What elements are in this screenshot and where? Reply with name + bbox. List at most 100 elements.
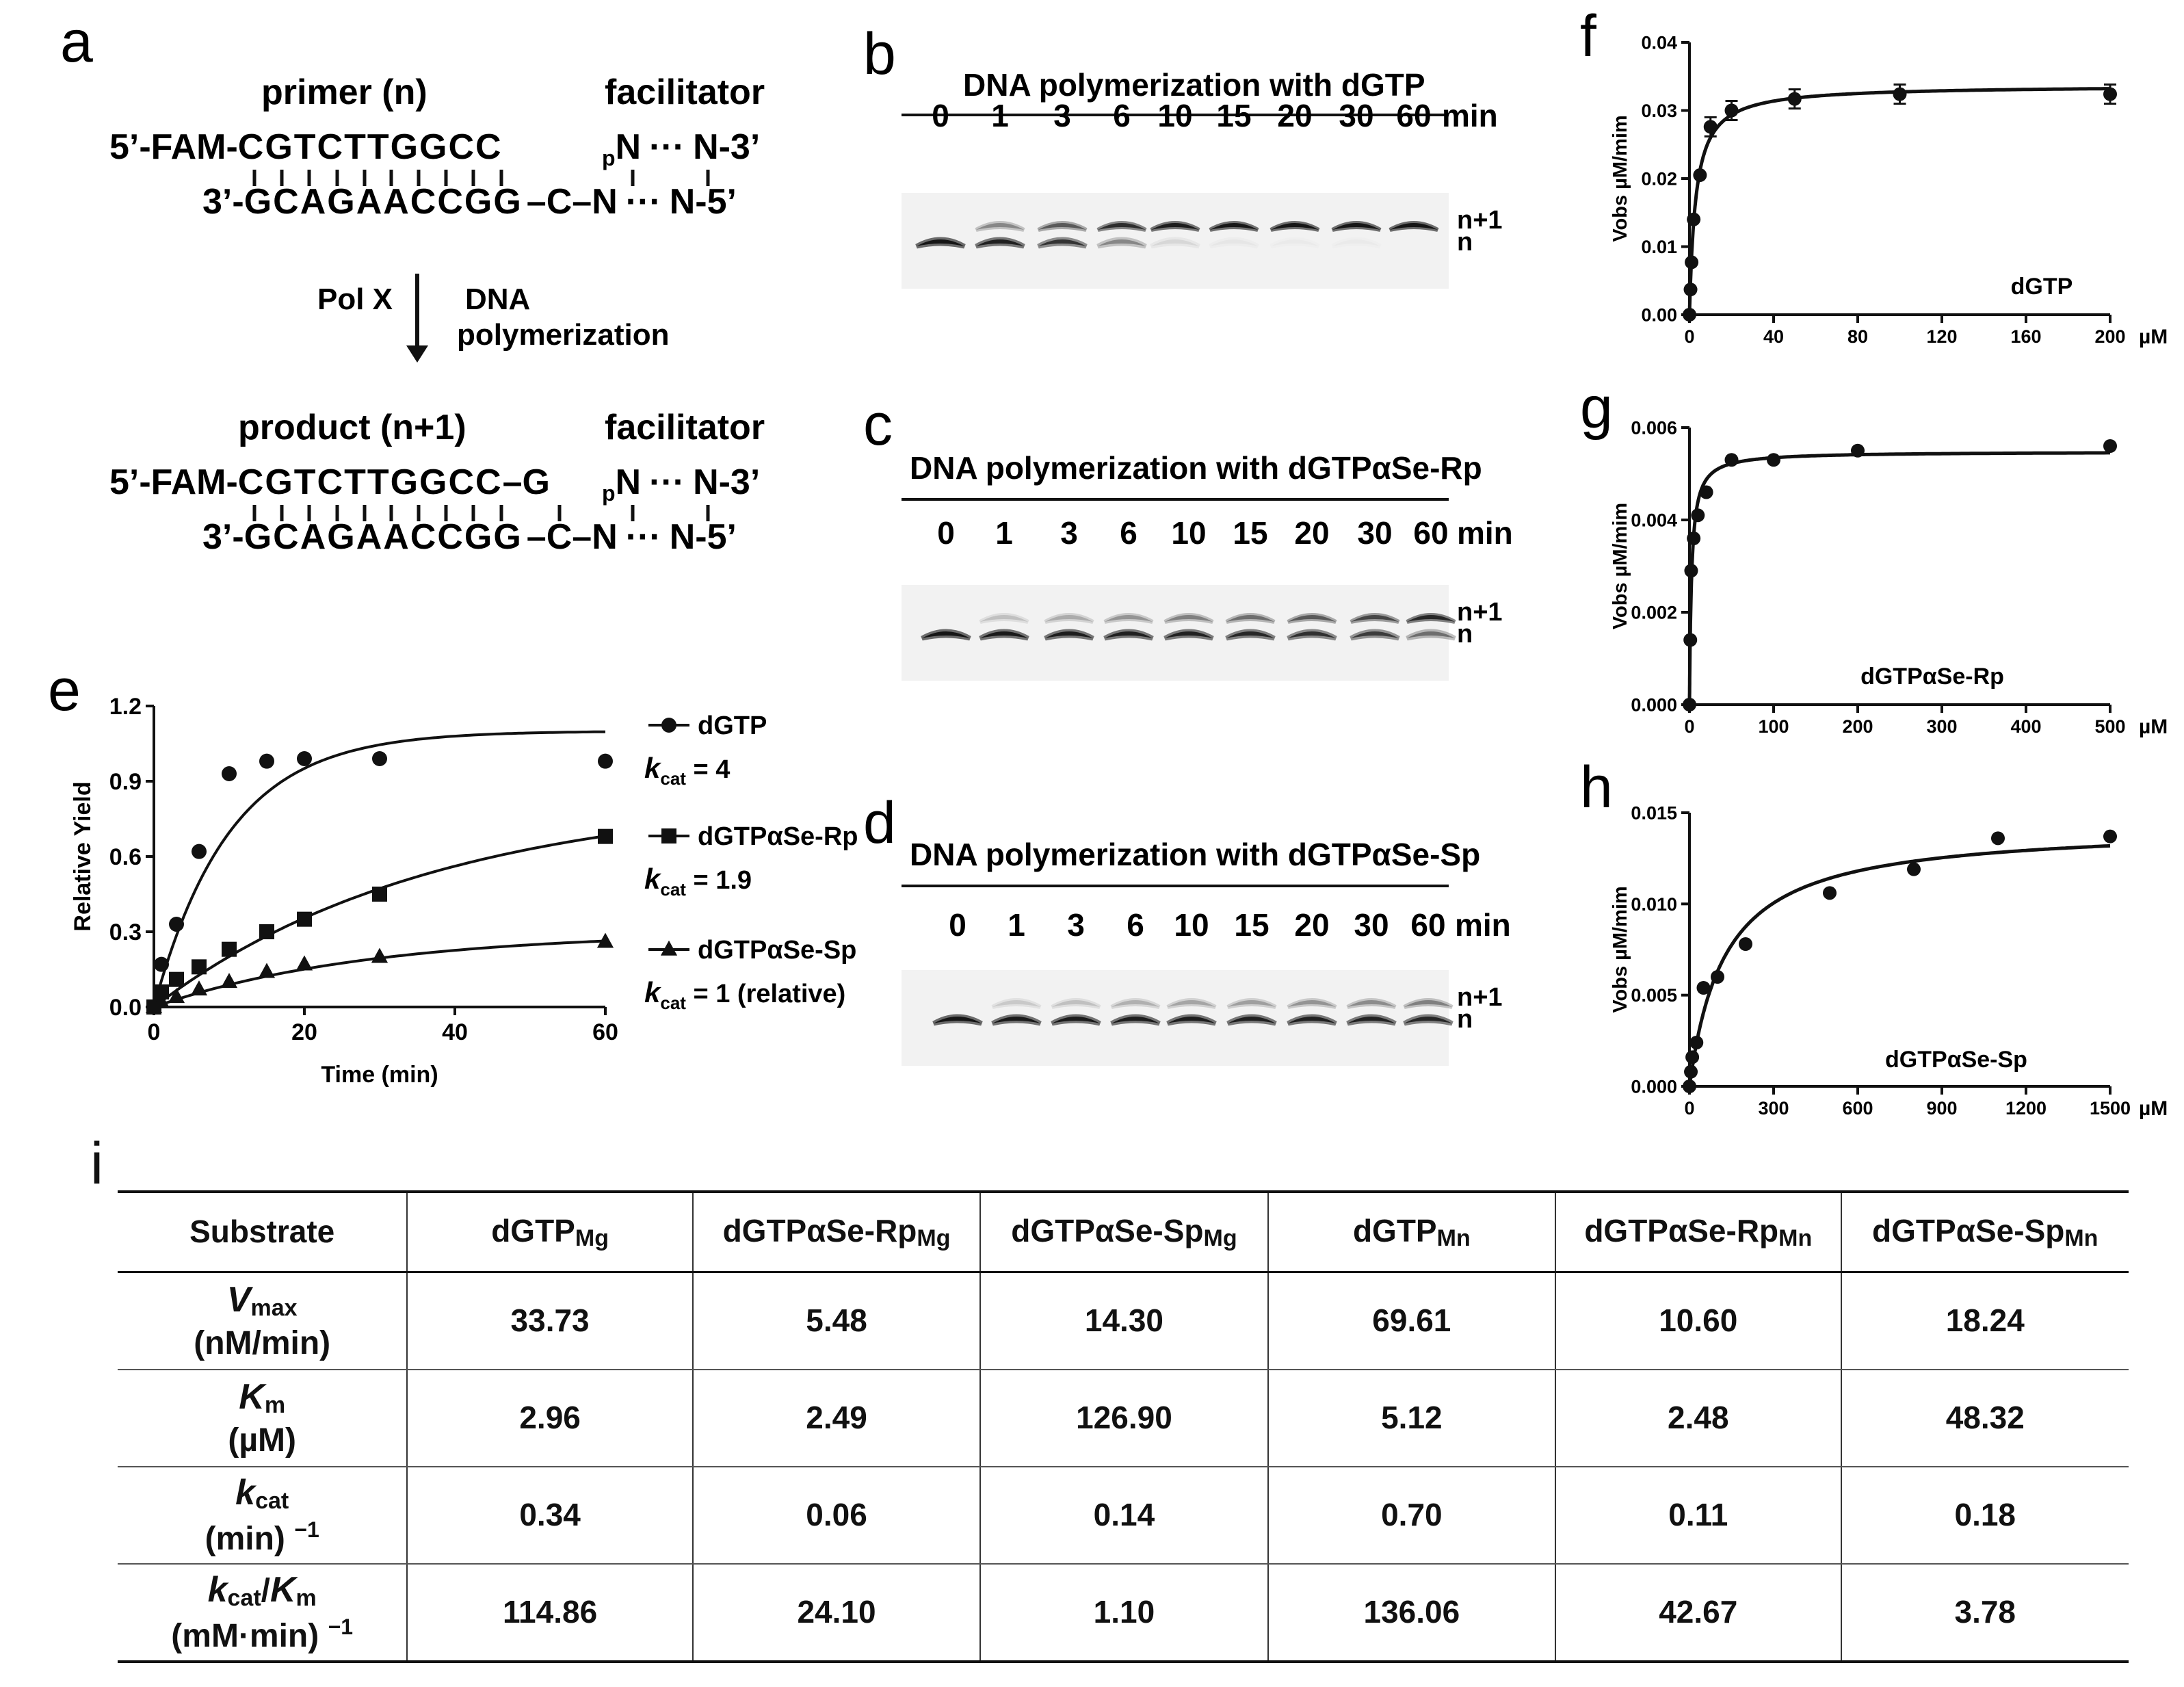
- gel-band-upper: [1163, 613, 1214, 624]
- data-point-circle: [1787, 92, 1802, 106]
- data-point-square: [598, 828, 613, 844]
- table-cell: 1.10: [979, 1564, 1269, 1663]
- table-cell: 2.48: [1555, 1370, 1842, 1467]
- x-tick-label: 300: [1758, 1098, 1789, 1119]
- y-tick-label: 0.004: [1631, 510, 1677, 530]
- table-cell: 0.06: [692, 1467, 982, 1565]
- panel-label-a: a: [60, 9, 93, 75]
- gel-band-lower: [1225, 629, 1276, 641]
- table-cell: 2.96: [406, 1370, 694, 1467]
- gel-lane-time: 3: [1053, 98, 1071, 133]
- gel-band-upper: [1037, 221, 1088, 232]
- gel-lane-time: 10: [1157, 98, 1192, 133]
- gel-band-upper: [975, 221, 1025, 232]
- gel-title: DNA polymerization with dGTPαSe-Sp: [910, 837, 1480, 872]
- table-cell: 3.78: [1840, 1564, 2129, 1663]
- table-cell: 5.12: [1267, 1370, 1557, 1467]
- gel-band-upper: [1110, 998, 1161, 1009]
- data-point-circle: [661, 718, 676, 733]
- kinetics-table: Substrate dGTPMg dGTPαSe-RpMg dGTPαSe-SpMg…: [118, 1190, 2129, 1663]
- gel-band-lower: [1166, 1014, 1217, 1026]
- data-point-circle: [1724, 103, 1739, 118]
- gel-band-lower: [1287, 629, 1337, 641]
- facilitator-strand: pN ··· N-3’: [602, 127, 760, 170]
- table-header-row: Substrate dGTPMg dGTPαSe-RpMg dGTPαSe-SpMg…: [118, 1190, 2129, 1273]
- data-point-circle: [1724, 453, 1739, 467]
- data-point-circle: [1699, 485, 1713, 499]
- y-tick-label: 0.000: [1631, 1076, 1677, 1097]
- gel-lane-time: 10: [1171, 515, 1206, 551]
- table-cell: 2.49: [692, 1370, 982, 1467]
- header-col-6: dGTPαSe-SpMn: [1840, 1190, 2129, 1273]
- panel-label-c: c: [863, 392, 893, 458]
- gel-band-upper: [1350, 613, 1400, 624]
- gel-lane-time: 15: [1216, 98, 1251, 133]
- data-point-circle: [1711, 970, 1724, 984]
- gel-lane-time: 0: [937, 515, 955, 551]
- gel-lane-time: 20: [1294, 515, 1329, 551]
- data-point-circle: [372, 751, 387, 766]
- x-tick-label: 1200: [2005, 1098, 2047, 1119]
- x-tick-label: 300: [1926, 716, 1957, 737]
- data-point-square: [372, 887, 387, 902]
- data-point-triangle: [190, 980, 208, 996]
- data-point-circle: [1683, 308, 1696, 322]
- gel-band-lower: [1150, 237, 1200, 249]
- figure-canvas: a b c d e f g h primer (n) facilitator 5…: [48, 3, 2168, 1120]
- panel-label-g: g: [1580, 375, 1613, 441]
- gel-band-upper: [1346, 998, 1397, 1009]
- data-point-triangle: [295, 955, 313, 971]
- table-row: Km (µM) 2.96 2.49 126.90 5.12 2.48 48.32: [118, 1370, 2129, 1467]
- table-cell: 0.11: [1555, 1467, 1842, 1565]
- panel-label-d: d: [863, 790, 896, 856]
- y-tick-label: 0.9: [109, 769, 142, 795]
- panel-label-f: f: [1580, 3, 1597, 69]
- gel-band-upper: [1051, 998, 1101, 1009]
- gel-band-upper: [979, 613, 1029, 624]
- data-point-circle: [1691, 508, 1705, 523]
- gel-lane-time: 1: [1008, 907, 1025, 943]
- panel-a-scheme: primer (n) facilitator 5’-FAM-CGTCTTGGCC…: [109, 73, 765, 557]
- gel-band-upper: [1209, 221, 1259, 232]
- x-axis-unit: µM: [2139, 326, 2168, 348]
- gel-lane-time: 6: [1113, 98, 1131, 133]
- gel-lane-time: 20: [1277, 98, 1312, 133]
- data-point-circle: [192, 844, 207, 859]
- gel-band-lower: [921, 629, 971, 641]
- table-cell: 0.70: [1267, 1467, 1557, 1565]
- row-label: kcat (min) −1: [118, 1467, 408, 1565]
- reaction-label-line2: polymerization: [457, 318, 670, 352]
- data-point-circle: [1684, 1064, 1698, 1079]
- gel-lane-time: 6: [1120, 515, 1137, 551]
- gel-band-upper: [1406, 613, 1456, 624]
- gel-band-lower: [1210, 239, 1258, 246]
- gel-lane-time: 6: [1127, 907, 1144, 943]
- x-axis-label: Time (min): [321, 1062, 438, 1088]
- y-tick-label: 0.006: [1631, 417, 1677, 438]
- chart-kinetics-rp: 0.000 0.002 0.004 0.006 0 100 200 300 400 500 Vobs…: [1609, 417, 2168, 738]
- data-point-circle: [1685, 1050, 1700, 1064]
- gel-band-upper: [1166, 998, 1217, 1009]
- data-point-circle: [1696, 981, 1711, 995]
- gel-band-upper: [1225, 613, 1276, 624]
- x-tick-label: 1500: [2090, 1098, 2131, 1119]
- data-point-circle: [1991, 831, 2005, 846]
- duplex-product: 5’-FAM-CGTCTTGGCC–G pN ··· N-3’ 3’-GCAGAAC…: [109, 462, 760, 557]
- table-cell: 18.24: [1840, 1272, 2129, 1370]
- header-substrate: Substrate: [118, 1190, 408, 1273]
- data-point-circle: [1689, 1036, 1704, 1049]
- y-axis-label: Vobs µM/mim: [1609, 886, 1631, 1012]
- data-point-triangle: [168, 988, 185, 1004]
- gel-lane-time: 60: [1410, 907, 1445, 943]
- x-tick-label: 40: [442, 1019, 468, 1045]
- gel-lane-time: 30: [1339, 98, 1373, 133]
- gel-band-label-upper: n+1: [1457, 598, 1503, 627]
- gel-band-lower: [1163, 629, 1214, 641]
- header-col-3: dGTPαSe-SpMg: [979, 1190, 1269, 1273]
- gel-lane-time: 3: [1060, 515, 1078, 551]
- x-tick-label: 100: [1758, 716, 1789, 737]
- panel-label-e: e: [48, 657, 81, 723]
- y-tick-label: 0.03: [1641, 101, 1677, 121]
- y-tick-label: 0.000: [1631, 694, 1677, 715]
- data-point-circle: [169, 917, 184, 932]
